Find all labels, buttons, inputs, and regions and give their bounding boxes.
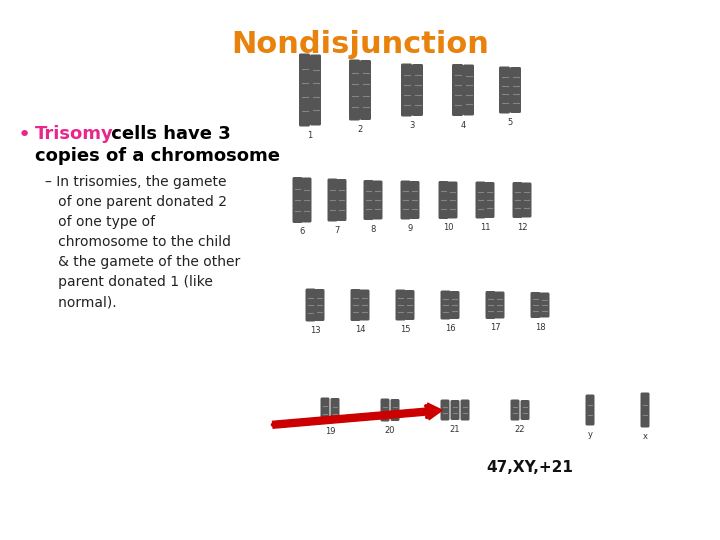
FancyBboxPatch shape <box>401 64 412 117</box>
FancyBboxPatch shape <box>372 180 382 219</box>
FancyBboxPatch shape <box>390 399 400 421</box>
FancyBboxPatch shape <box>499 66 510 113</box>
FancyBboxPatch shape <box>641 393 649 428</box>
Text: 1: 1 <box>307 131 312 140</box>
Text: x: x <box>642 432 647 441</box>
FancyBboxPatch shape <box>463 64 474 116</box>
FancyBboxPatch shape <box>380 399 390 422</box>
Text: 7: 7 <box>334 226 340 235</box>
FancyBboxPatch shape <box>410 181 420 219</box>
Text: Nondisjunction: Nondisjunction <box>231 30 489 59</box>
FancyBboxPatch shape <box>349 59 360 120</box>
Text: 14: 14 <box>355 326 365 334</box>
Text: 47,XY,+21: 47,XY,+21 <box>487 460 573 475</box>
FancyBboxPatch shape <box>449 291 459 319</box>
Text: 17: 17 <box>490 323 500 333</box>
FancyBboxPatch shape <box>359 289 369 321</box>
FancyBboxPatch shape <box>438 181 449 219</box>
FancyBboxPatch shape <box>299 53 310 126</box>
Text: – In trisomies, the gamete
   of one parent donated 2
   of one type of
   chrom: – In trisomies, the gamete of one parent… <box>45 175 240 309</box>
FancyBboxPatch shape <box>485 182 495 218</box>
FancyBboxPatch shape <box>310 55 321 125</box>
FancyBboxPatch shape <box>539 293 549 318</box>
Text: 10: 10 <box>443 224 454 233</box>
FancyBboxPatch shape <box>305 288 315 321</box>
FancyBboxPatch shape <box>441 291 451 320</box>
FancyBboxPatch shape <box>510 400 520 421</box>
Text: 15: 15 <box>400 325 410 334</box>
Text: y: y <box>588 430 593 439</box>
Text: 8: 8 <box>370 225 376 233</box>
FancyBboxPatch shape <box>302 178 312 222</box>
FancyBboxPatch shape <box>360 60 371 120</box>
FancyBboxPatch shape <box>336 179 346 221</box>
FancyBboxPatch shape <box>510 67 521 113</box>
FancyBboxPatch shape <box>495 292 505 319</box>
FancyBboxPatch shape <box>441 400 449 421</box>
FancyBboxPatch shape <box>405 290 415 320</box>
Text: 19: 19 <box>325 427 336 436</box>
FancyBboxPatch shape <box>330 398 340 422</box>
FancyBboxPatch shape <box>364 180 374 220</box>
FancyBboxPatch shape <box>521 183 531 218</box>
FancyBboxPatch shape <box>400 180 410 219</box>
Text: 11: 11 <box>480 223 490 232</box>
FancyBboxPatch shape <box>351 289 361 321</box>
FancyBboxPatch shape <box>292 177 302 223</box>
FancyBboxPatch shape <box>320 397 330 422</box>
Text: 5: 5 <box>508 118 513 127</box>
FancyBboxPatch shape <box>328 179 338 221</box>
Text: 20: 20 <box>384 426 395 435</box>
Text: 6: 6 <box>300 227 305 237</box>
FancyBboxPatch shape <box>395 289 405 321</box>
Text: 13: 13 <box>310 326 320 335</box>
FancyBboxPatch shape <box>521 400 529 420</box>
Text: 3: 3 <box>409 121 415 130</box>
FancyBboxPatch shape <box>315 289 325 321</box>
FancyBboxPatch shape <box>448 181 457 219</box>
Text: copies of a chromosome: copies of a chromosome <box>35 147 280 165</box>
FancyBboxPatch shape <box>531 292 541 318</box>
FancyBboxPatch shape <box>585 395 595 426</box>
Text: 18: 18 <box>535 322 545 332</box>
Text: •: • <box>18 125 31 145</box>
FancyBboxPatch shape <box>412 64 423 116</box>
Text: 2: 2 <box>357 125 363 134</box>
FancyBboxPatch shape <box>475 181 485 219</box>
FancyBboxPatch shape <box>452 64 463 116</box>
Text: 12: 12 <box>517 222 527 232</box>
Text: 22: 22 <box>515 425 526 434</box>
FancyBboxPatch shape <box>461 400 469 421</box>
FancyBboxPatch shape <box>451 400 459 420</box>
Text: Trisomy:: Trisomy: <box>35 125 121 143</box>
FancyBboxPatch shape <box>485 291 495 319</box>
Text: cells have 3: cells have 3 <box>105 125 230 143</box>
FancyBboxPatch shape <box>513 182 523 218</box>
Text: 21: 21 <box>450 425 460 434</box>
Text: 9: 9 <box>408 224 413 233</box>
Text: 16: 16 <box>445 324 455 333</box>
Text: 4: 4 <box>460 120 466 130</box>
